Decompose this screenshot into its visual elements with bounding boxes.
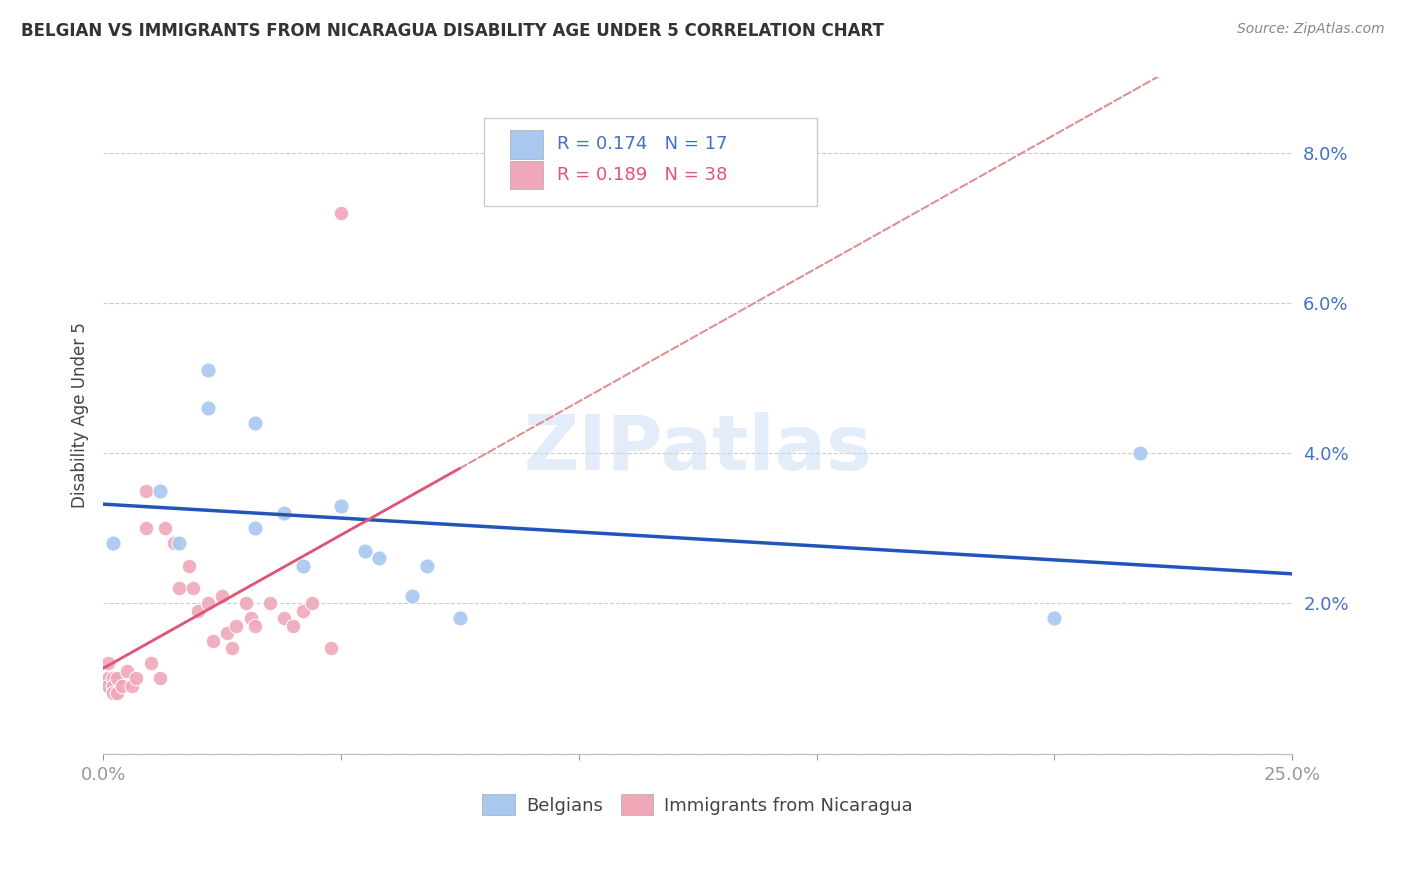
- Point: [211, 589, 233, 603]
- Point: [105, 672, 128, 686]
- Point: [329, 499, 352, 513]
- Point: [245, 619, 267, 633]
- Point: [187, 604, 209, 618]
- Point: [121, 679, 143, 693]
- Point: [225, 619, 247, 633]
- Point: [273, 611, 295, 625]
- Point: [135, 521, 157, 535]
- Point: [245, 416, 267, 430]
- Point: [167, 536, 190, 550]
- Point: [201, 633, 224, 648]
- Point: [301, 596, 323, 610]
- Point: [101, 536, 124, 550]
- Point: [273, 506, 295, 520]
- Point: [183, 581, 205, 595]
- Legend: Belgians, Immigrants from Nicaragua: Belgians, Immigrants from Nicaragua: [475, 787, 920, 822]
- FancyBboxPatch shape: [510, 161, 543, 189]
- Point: [115, 664, 138, 678]
- Point: [197, 596, 219, 610]
- Point: [149, 672, 172, 686]
- Point: [105, 686, 128, 700]
- Point: [153, 521, 176, 535]
- Point: [259, 596, 281, 610]
- Text: ZIPatlas: ZIPatlas: [523, 412, 872, 486]
- Point: [97, 672, 120, 686]
- Point: [239, 611, 262, 625]
- Point: [111, 679, 134, 693]
- Point: [167, 581, 190, 595]
- Point: [101, 686, 124, 700]
- Point: [177, 558, 200, 573]
- Point: [401, 589, 423, 603]
- Point: [291, 558, 314, 573]
- Point: [245, 521, 267, 535]
- Point: [125, 672, 148, 686]
- Text: R = 0.189   N = 38: R = 0.189 N = 38: [557, 166, 728, 184]
- Point: [163, 536, 186, 550]
- FancyBboxPatch shape: [484, 118, 817, 206]
- Point: [329, 205, 352, 219]
- Text: BELGIAN VS IMMIGRANTS FROM NICARAGUA DISABILITY AGE UNDER 5 CORRELATION CHART: BELGIAN VS IMMIGRANTS FROM NICARAGUA DIS…: [21, 22, 884, 40]
- Point: [368, 551, 391, 566]
- Point: [235, 596, 257, 610]
- Point: [101, 672, 124, 686]
- Point: [97, 657, 120, 671]
- Point: [415, 558, 437, 573]
- FancyBboxPatch shape: [510, 130, 543, 159]
- Point: [135, 483, 157, 498]
- Point: [149, 483, 172, 498]
- Point: [353, 543, 375, 558]
- Point: [283, 619, 305, 633]
- Text: Source: ZipAtlas.com: Source: ZipAtlas.com: [1237, 22, 1385, 37]
- Y-axis label: Disability Age Under 5: Disability Age Under 5: [72, 323, 89, 508]
- Point: [197, 401, 219, 415]
- Point: [101, 679, 124, 693]
- Point: [291, 604, 314, 618]
- Point: [215, 626, 238, 640]
- Point: [97, 679, 120, 693]
- Point: [1043, 611, 1066, 625]
- Text: R = 0.174   N = 17: R = 0.174 N = 17: [557, 136, 728, 153]
- Point: [197, 363, 219, 377]
- Point: [1129, 446, 1152, 460]
- Point: [321, 641, 343, 656]
- Point: [449, 611, 471, 625]
- Point: [139, 657, 162, 671]
- Point: [221, 641, 243, 656]
